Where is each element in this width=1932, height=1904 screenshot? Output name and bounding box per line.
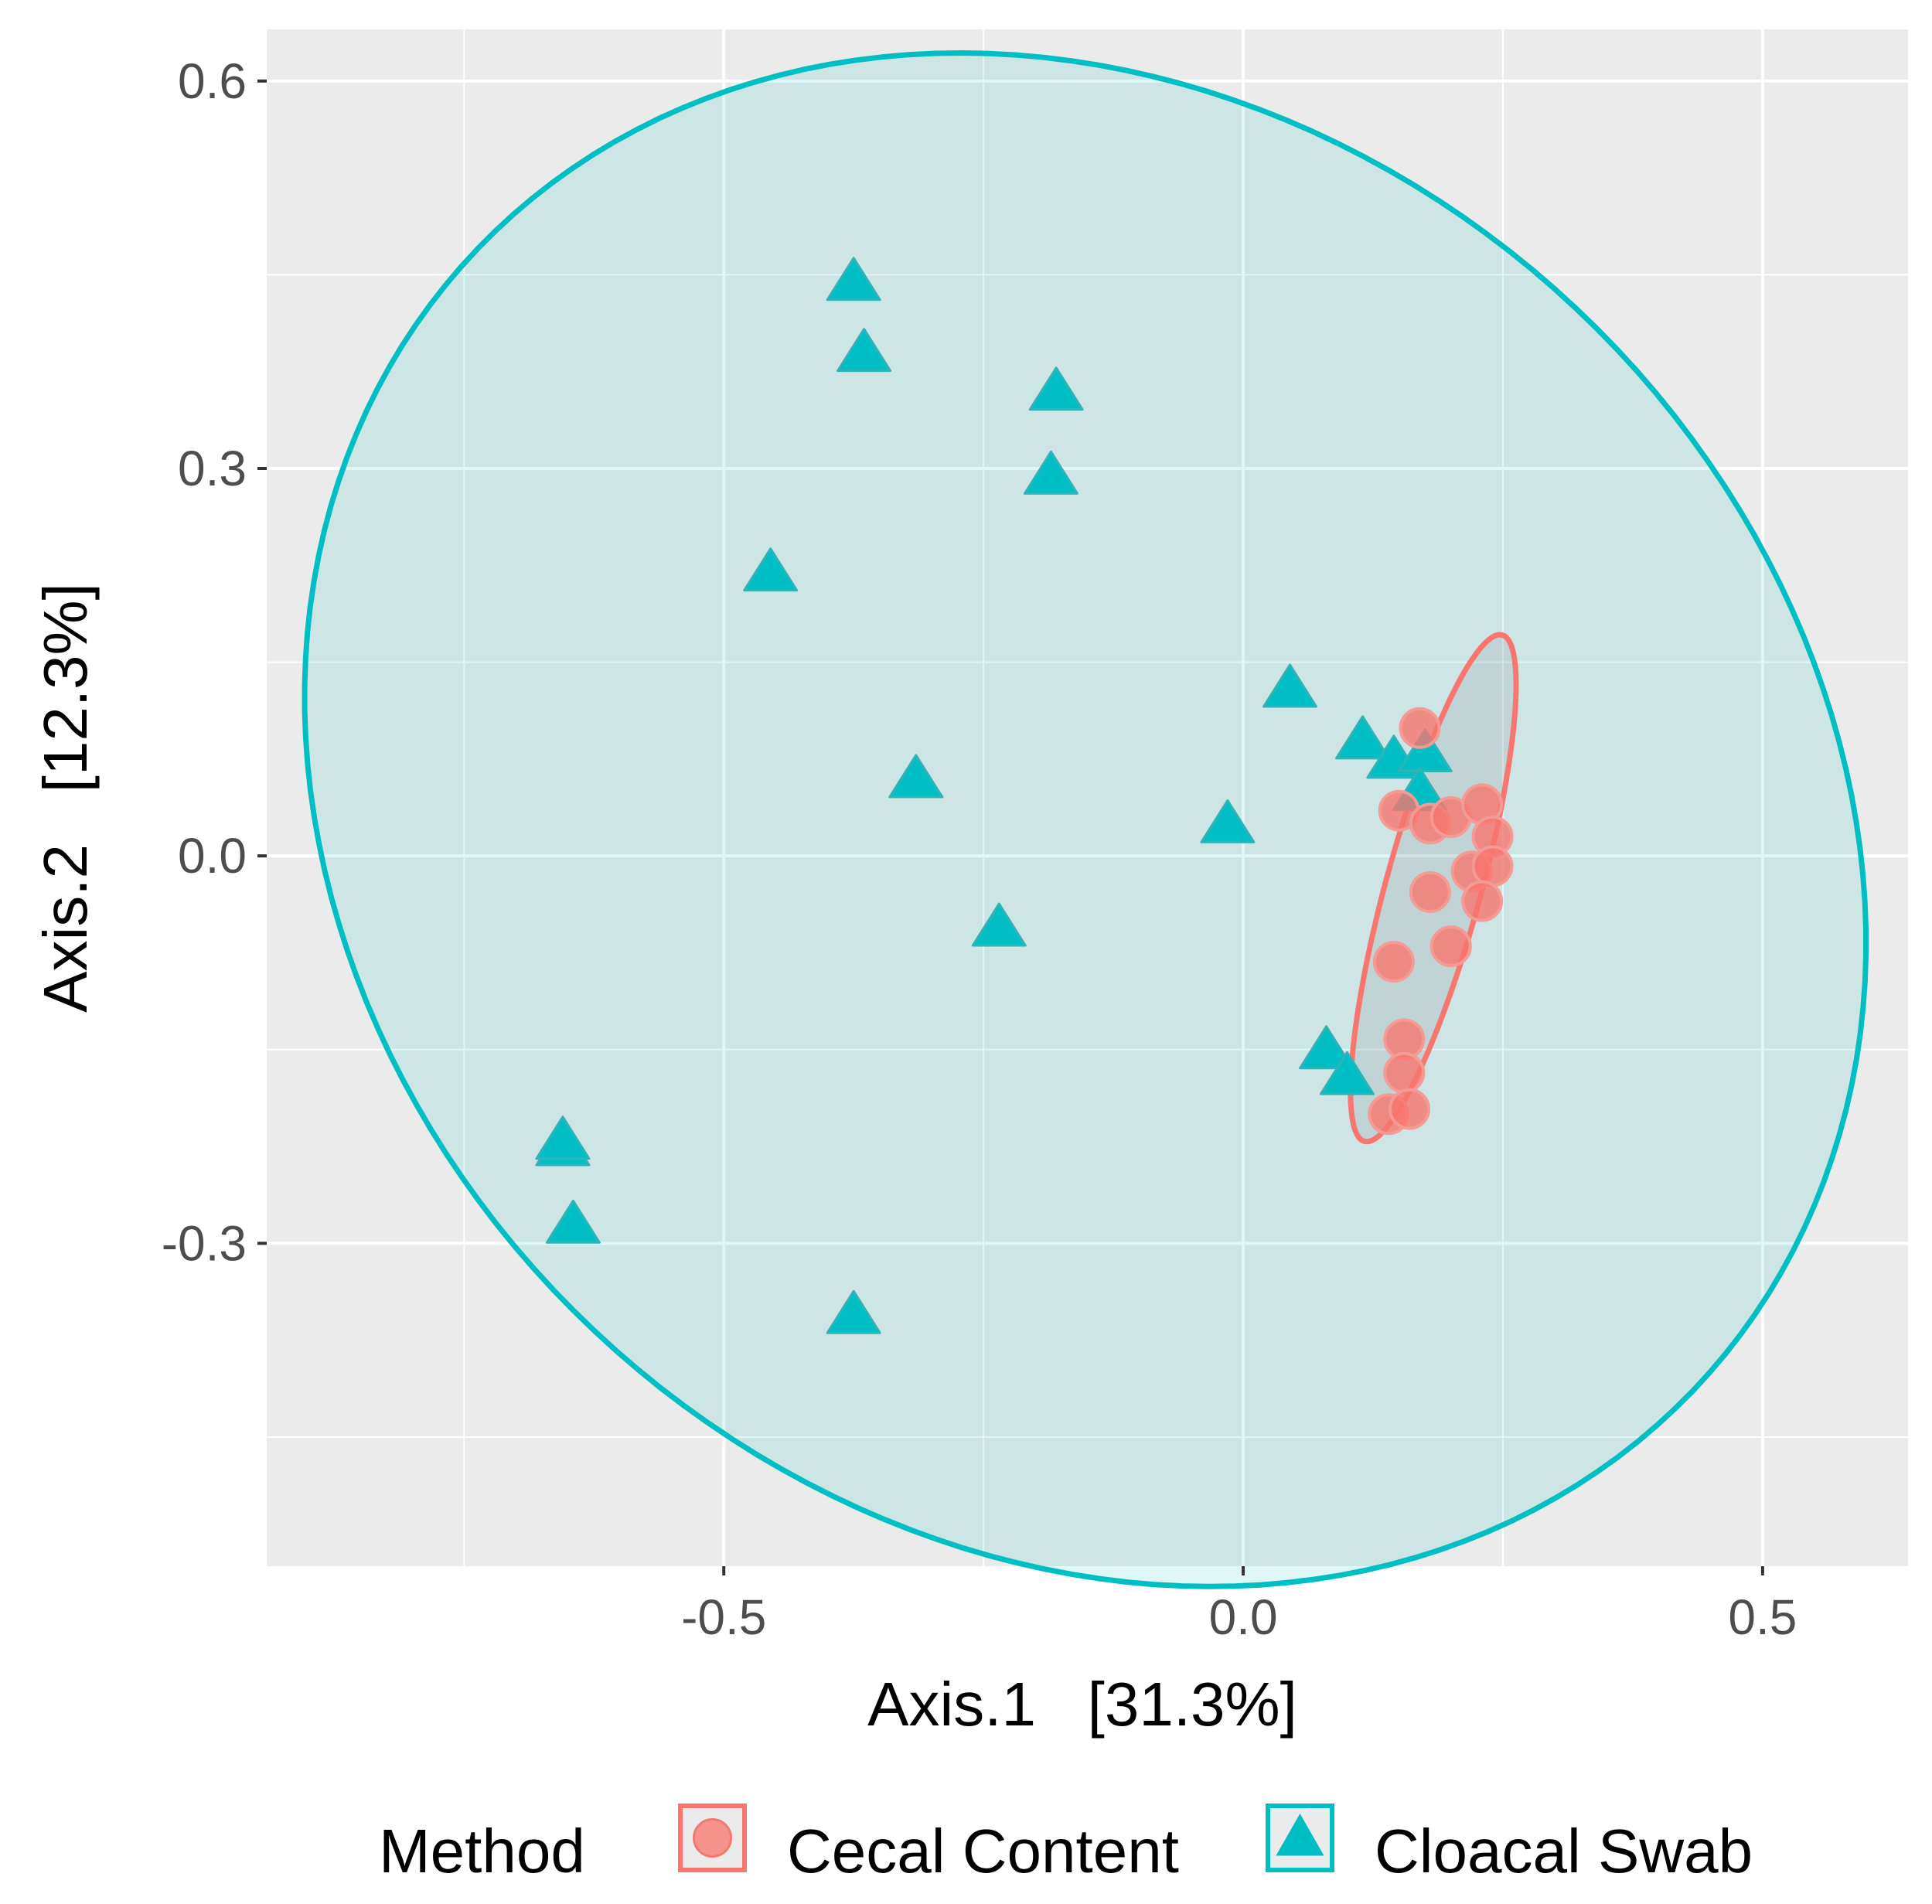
cloacal-swab-point bbox=[971, 902, 1027, 947]
cecal-content-point bbox=[1372, 941, 1415, 983]
cloacal-swab-point bbox=[1028, 366, 1084, 411]
cloacal-swab-point bbox=[1299, 1025, 1354, 1070]
x-axis-ticks: -0.5 0.0 0.5 bbox=[681, 1566, 1797, 1645]
cloacal-swab-point bbox=[1023, 450, 1078, 495]
legend-key-cecal-circle bbox=[693, 1818, 732, 1858]
y-tick-label: 0.6 bbox=[178, 53, 247, 109]
plot-panel bbox=[267, 29, 1908, 1566]
legend-key-cloacal-triangle bbox=[1276, 1813, 1324, 1856]
legend-label-cecal: Cecal Content bbox=[787, 1817, 1179, 1885]
cecal-content-point bbox=[1399, 707, 1441, 749]
x-tick-label: 0.5 bbox=[1728, 1589, 1797, 1645]
cloacal-swab-point bbox=[743, 547, 799, 592]
cloacal-swab-point bbox=[1319, 1051, 1375, 1095]
cloacal-swab-point bbox=[1335, 715, 1391, 760]
y-axis-ticks: 0.6 0.3 0.0 -0.3 bbox=[162, 53, 267, 1271]
cloacal-swab-point bbox=[826, 1289, 881, 1334]
cloacal-swab-point bbox=[1262, 663, 1318, 708]
y-tick-label: 0.3 bbox=[178, 441, 247, 496]
cecal-content-point bbox=[1471, 845, 1514, 887]
x-tick-label: -0.5 bbox=[681, 1589, 766, 1645]
cecal-content-point bbox=[1429, 925, 1472, 968]
legend-label-cloacal: Cloacal Swab bbox=[1375, 1817, 1753, 1885]
x-axis-title: Axis.1 [31.3%] bbox=[867, 1670, 1297, 1739]
cloacal-ellipse bbox=[302, 49, 1869, 1589]
cecal-content-point bbox=[1383, 1051, 1426, 1094]
cloacal-swab-point bbox=[888, 754, 944, 799]
y-axis-title: Axis.2 [12.3%] bbox=[31, 583, 100, 1013]
cloacal-swab-point bbox=[826, 257, 881, 301]
data-points bbox=[535, 257, 1514, 1334]
y-tick-label: 0.0 bbox=[178, 828, 247, 884]
cecal-content-point bbox=[1461, 880, 1504, 922]
legend-key-cloacal bbox=[1266, 1804, 1334, 1872]
cecal-content-point bbox=[1409, 870, 1451, 913]
legend: Method Cecal Content Cloacal Swab bbox=[379, 1804, 1753, 1885]
legend-key-cecal bbox=[678, 1804, 747, 1872]
cloacal-swab-point bbox=[535, 1115, 591, 1160]
cloacal-swab-point bbox=[1200, 799, 1256, 843]
y-tick-label: -0.3 bbox=[162, 1215, 247, 1271]
cloacal-swab-point bbox=[545, 1199, 601, 1244]
cloacal-swab-point bbox=[1397, 728, 1453, 773]
grid-major bbox=[267, 29, 1908, 1566]
cecal-content-point bbox=[1389, 1088, 1431, 1130]
legend-title: Method bbox=[379, 1817, 585, 1885]
cloacal-swab-point bbox=[837, 328, 892, 373]
x-tick-label: 0.0 bbox=[1209, 1589, 1278, 1645]
